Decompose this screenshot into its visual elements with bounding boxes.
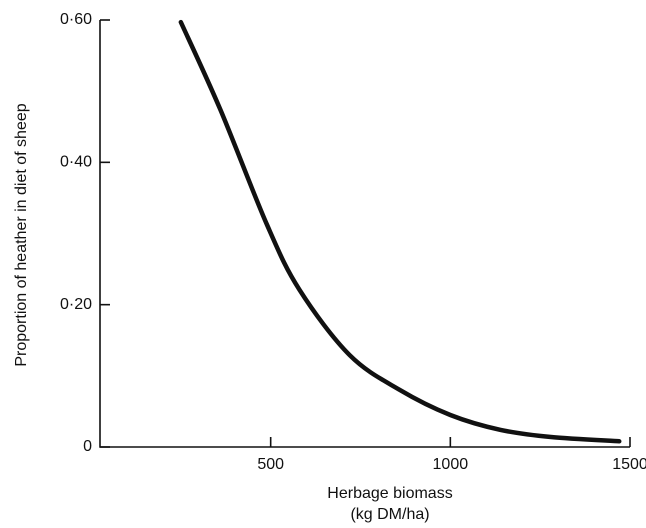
axes bbox=[99, 20, 630, 448]
curve bbox=[178, 19, 622, 444]
x-axis-label: Herbage biomass bbox=[327, 485, 452, 502]
y-tick-label: 0·40 bbox=[60, 154, 92, 171]
y-tick-label: 0 bbox=[83, 438, 92, 455]
x-tick-label: 1500 bbox=[612, 456, 646, 473]
x-tick-label: 500 bbox=[257, 456, 284, 473]
y-tick-label: 0·20 bbox=[60, 296, 92, 313]
x-axis-unit: (kg DM/ha) bbox=[350, 506, 429, 523]
x-tick-label: 1000 bbox=[433, 456, 469, 473]
y-tick-label: 0·60 bbox=[60, 11, 92, 28]
y-axis-label: Proportion of heather in diet of sheep bbox=[13, 103, 30, 366]
